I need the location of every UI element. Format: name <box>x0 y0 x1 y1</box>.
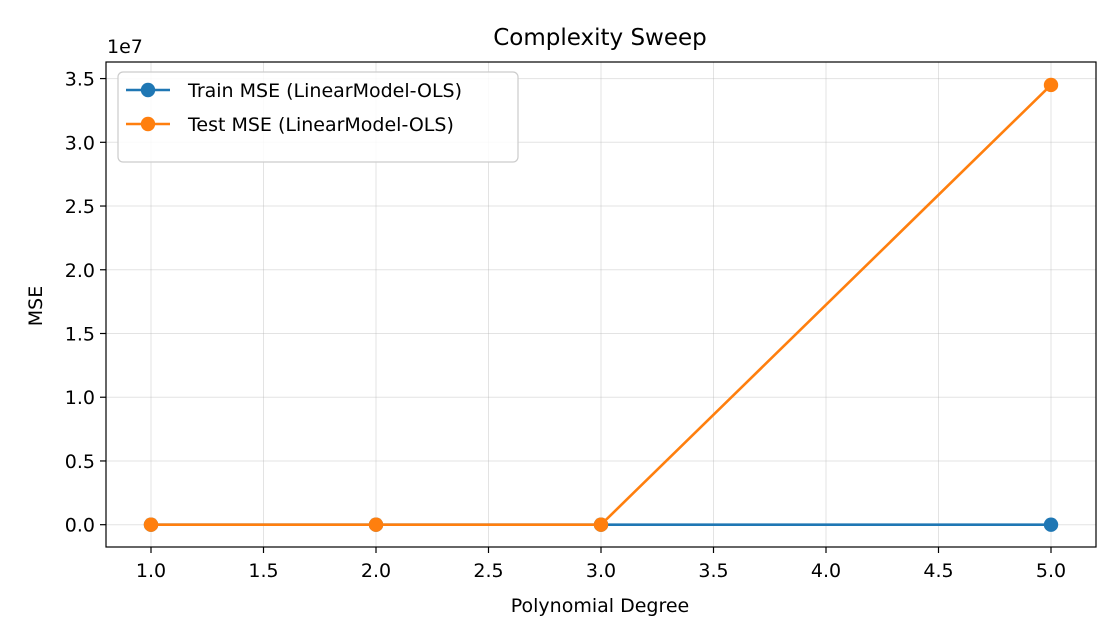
test-mse-point <box>593 517 609 532</box>
x-tick-label: 2.0 <box>361 560 391 582</box>
y-axis-offset-label: 1e7 <box>107 36 143 58</box>
axes-layer: 1.0 1.5 2.0 2.5 3.0 3.5 4.0 4.5 5.0 0.0 0.5 1.0 1.5 2… <box>65 61 1097 582</box>
x-tick-label: 1.5 <box>248 560 278 582</box>
x-tick-label: 3.0 <box>586 560 616 582</box>
y-tick-label: 2.0 <box>65 260 95 282</box>
legend: Train MSE (LinearModel-OLS) Test MSE (Lin… <box>117 71 519 163</box>
series-layer <box>143 77 1059 532</box>
y-tick-label: 0.5 <box>65 451 95 473</box>
series-line-test-mse <box>149 83 1053 526</box>
y-tick-label: 1.0 <box>65 387 95 409</box>
y-tick-label: 0.0 <box>65 515 95 537</box>
y-axis-label: MSE <box>25 286 47 326</box>
chart-title: Complexity Sweep <box>493 25 707 51</box>
legend-marker-test-mse <box>140 116 156 132</box>
y-tick-label: 1.5 <box>65 323 95 345</box>
x-axis-label: Polynomial Degree <box>511 595 690 617</box>
legend-box <box>117 71 519 163</box>
test-mse-point <box>143 517 159 532</box>
x-tick-label: 2.5 <box>473 560 503 582</box>
legend-label-test-mse: Test MSE (LinearModel-OLS) <box>187 114 454 136</box>
legend-marker-train-mse <box>140 82 156 98</box>
test-mse-point <box>368 517 384 532</box>
y-tick-label: 3.0 <box>65 132 95 154</box>
x-tick-label: 1.0 <box>136 560 166 582</box>
legend-label-train-mse: Train MSE (LinearModel-OLS) <box>187 80 462 102</box>
y-tick-label: 2.5 <box>65 196 95 218</box>
y-tick-label: 3.5 <box>65 69 95 91</box>
x-tick-label: 5.0 <box>1036 560 1066 582</box>
x-tick-label: 4.0 <box>811 560 841 582</box>
x-tick-label: 3.5 <box>698 560 728 582</box>
test-mse-point <box>1043 77 1059 93</box>
train-mse-point <box>1043 517 1059 532</box>
x-tick-label: 4.5 <box>923 560 953 582</box>
